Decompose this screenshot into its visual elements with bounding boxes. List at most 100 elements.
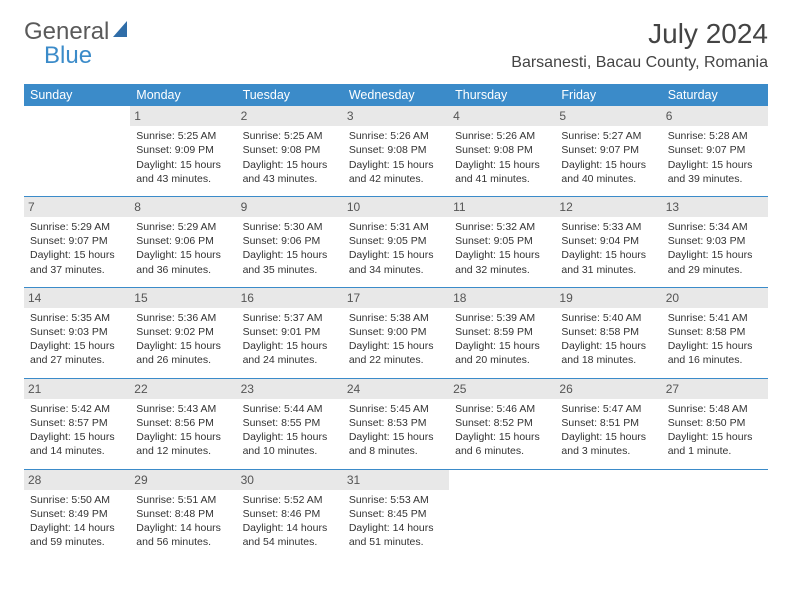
sunset-line: Sunset: 9:07 PM: [668, 143, 762, 157]
sunset-line: Sunset: 9:08 PM: [455, 143, 549, 157]
day-number: 9: [237, 197, 343, 217]
calendar-day-cell: 10Sunrise: 5:31 AMSunset: 9:05 PMDayligh…: [343, 196, 449, 287]
daylight-line: Daylight: 15 hours and 41 minutes.: [455, 158, 549, 186]
calendar-day-cell: 22Sunrise: 5:43 AMSunset: 8:56 PMDayligh…: [130, 378, 236, 469]
daylight-line: Daylight: 15 hours and 27 minutes.: [30, 339, 124, 367]
daylight-line: Daylight: 15 hours and 16 minutes.: [668, 339, 762, 367]
sunrise-line: Sunrise: 5:33 AM: [561, 220, 655, 234]
sunrise-line: Sunrise: 5:29 AM: [136, 220, 230, 234]
day-number: 26: [555, 379, 661, 399]
daylight-line: Daylight: 15 hours and 40 minutes.: [561, 158, 655, 186]
calendar-day-cell: .: [555, 469, 661, 559]
daylight-line: Daylight: 15 hours and 34 minutes.: [349, 248, 443, 276]
sunrise-line: Sunrise: 5:30 AM: [243, 220, 337, 234]
header: General July 2024 Barsanesti, Bacau Coun…: [24, 18, 768, 72]
sunrise-line: Sunrise: 5:51 AM: [136, 493, 230, 507]
sunrise-line: Sunrise: 5:25 AM: [243, 129, 337, 143]
calendar-day-cell: 18Sunrise: 5:39 AMSunset: 8:59 PMDayligh…: [449, 287, 555, 378]
day-number: 2: [237, 106, 343, 126]
daylight-line: Daylight: 14 hours and 51 minutes.: [349, 521, 443, 549]
calendar-day-cell: 28 Sunrise: 5:50 AMSunset: 8:49 PMDayligh…: [24, 469, 130, 559]
calendar-day-cell: 4Sunrise: 5:26 AMSunset: 9:08 PMDaylight…: [449, 106, 555, 196]
calendar-day-cell: 2Sunrise: 5:25 AMSunset: 9:08 PMDaylight…: [237, 106, 343, 196]
sunset-line: Sunset: 9:02 PM: [136, 325, 230, 339]
day-number: 1: [130, 106, 236, 126]
sunrise-line: Sunrise: 5:28 AM: [668, 129, 762, 143]
sunset-line: Sunset: 9:03 PM: [668, 234, 762, 248]
sunset-line: Sunset: 8:52 PM: [455, 416, 549, 430]
sunrise-line: Sunrise: 5:50 AM: [30, 493, 124, 507]
sunset-line: Sunset: 9:05 PM: [349, 234, 443, 248]
daylight-line: Daylight: 15 hours and 14 minutes.: [30, 430, 124, 458]
sunset-line: Sunset: 9:09 PM: [136, 143, 230, 157]
sunrise-line: Sunrise: 5:26 AM: [455, 129, 549, 143]
daylight-line: Daylight: 15 hours and 37 minutes.: [30, 248, 124, 276]
sunset-line: Sunset: 8:58 PM: [561, 325, 655, 339]
title-block: July 2024 Barsanesti, Bacau County, Roma…: [511, 18, 768, 72]
day-number: 27: [662, 379, 768, 399]
sunrise-line: Sunrise: 5:53 AM: [349, 493, 443, 507]
calendar-day-cell: 9Sunrise: 5:30 AMSunset: 9:06 PMDaylight…: [237, 196, 343, 287]
day-number: 12: [555, 197, 661, 217]
month-title: July 2024: [511, 18, 768, 50]
calendar-day-cell: 24 Sunrise: 5:45 AMSunset: 8:53 PMDayligh…: [343, 378, 449, 469]
weekday-header: Wednesday: [343, 84, 449, 106]
sunrise-line: Sunrise: 5:29 AM: [30, 220, 124, 234]
daylight-line: Daylight: 14 hours and 59 minutes.: [30, 521, 124, 549]
day-number: 24: [343, 379, 449, 399]
day-number: 14: [24, 288, 130, 308]
calendar-week-row: 7Sunrise: 5:29 AMSunset: 9:07 PMDaylight…: [24, 196, 768, 287]
sunrise-line: Sunrise: 5:41 AM: [668, 311, 762, 325]
sunset-line: Sunset: 8:53 PM: [349, 416, 443, 430]
daylight-line: Daylight: 15 hours and 43 minutes.: [243, 158, 337, 186]
calendar-day-cell: 27Sunrise: 5:48 AMSunset: 8:50 PMDayligh…: [662, 378, 768, 469]
daylight-line: Daylight: 15 hours and 8 minutes.: [349, 430, 443, 458]
sunrise-line: Sunrise: 5:34 AM: [668, 220, 762, 234]
calendar-day-cell: 16Sunrise: 5:37 AMSunset: 9:01 PMDayligh…: [237, 287, 343, 378]
sunrise-line: Sunrise: 5:52 AM: [243, 493, 337, 507]
daylight-line: Daylight: 15 hours and 31 minutes.: [561, 248, 655, 276]
daylight-line: Daylight: 15 hours and 24 minutes.: [243, 339, 337, 367]
day-number: 28: [24, 470, 130, 490]
daylight-line: Daylight: 15 hours and 22 minutes.: [349, 339, 443, 367]
sunrise-line: Sunrise: 5:45 AM: [349, 402, 443, 416]
sunrise-line: Sunrise: 5:44 AM: [243, 402, 337, 416]
day-number: 19: [555, 288, 661, 308]
sunrise-line: Sunrise: 5:48 AM: [668, 402, 762, 416]
daylight-line: Daylight: 15 hours and 1 minute.: [668, 430, 762, 458]
logo-mark-icon: [113, 21, 127, 37]
calendar-day-cell: 20Sunrise: 5:41 AMSunset: 8:58 PMDayligh…: [662, 287, 768, 378]
sunset-line: Sunset: 9:06 PM: [136, 234, 230, 248]
day-number: 17: [343, 288, 449, 308]
sunrise-line: Sunrise: 5:46 AM: [455, 402, 549, 416]
day-number: 13: [662, 197, 768, 217]
daylight-line: Daylight: 15 hours and 26 minutes.: [136, 339, 230, 367]
sunrise-line: Sunrise: 5:32 AM: [455, 220, 549, 234]
daylight-line: Daylight: 15 hours and 18 minutes.: [561, 339, 655, 367]
calendar-day-cell: 21Sunrise: 5:42 AMSunset: 8:57 PMDayligh…: [24, 378, 130, 469]
day-number: 29: [130, 470, 236, 490]
daylight-line: Daylight: 15 hours and 35 minutes.: [243, 248, 337, 276]
calendar-day-cell: 13Sunrise: 5:34 AMSunset: 9:03 PMDayligh…: [662, 196, 768, 287]
sunset-line: Sunset: 8:55 PM: [243, 416, 337, 430]
daylight-line: Daylight: 14 hours and 54 minutes.: [243, 521, 337, 549]
sunrise-line: Sunrise: 5:26 AM: [349, 129, 443, 143]
sunset-line: Sunset: 8:51 PM: [561, 416, 655, 430]
calendar-week-row: 14Sunrise: 5:35 AMSunset: 9:03 PMDayligh…: [24, 287, 768, 378]
day-number: 23: [237, 379, 343, 399]
calendar-day-cell: .: [449, 469, 555, 559]
daylight-line: Daylight: 15 hours and 43 minutes.: [136, 158, 230, 186]
calendar-day-cell: 15Sunrise: 5:36 AMSunset: 9:02 PMDayligh…: [130, 287, 236, 378]
sunrise-line: Sunrise: 5:43 AM: [136, 402, 230, 416]
weekday-header-row: Sunday Monday Tuesday Wednesday Thursday…: [24, 84, 768, 106]
sunset-line: Sunset: 8:48 PM: [136, 507, 230, 521]
sunrise-line: Sunrise: 5:27 AM: [561, 129, 655, 143]
day-number: 10: [343, 197, 449, 217]
calendar-day-cell: .: [24, 106, 130, 196]
calendar-day-cell: 23Sunrise: 5:44 AMSunset: 8:55 PMDayligh…: [237, 378, 343, 469]
daylight-line: Daylight: 15 hours and 20 minutes.: [455, 339, 549, 367]
daylight-line: Daylight: 15 hours and 36 minutes.: [136, 248, 230, 276]
calendar-day-cell: 8Sunrise: 5:29 AMSunset: 9:06 PMDaylight…: [130, 196, 236, 287]
daylight-line: Daylight: 15 hours and 6 minutes.: [455, 430, 549, 458]
sunset-line: Sunset: 8:49 PM: [30, 507, 124, 521]
